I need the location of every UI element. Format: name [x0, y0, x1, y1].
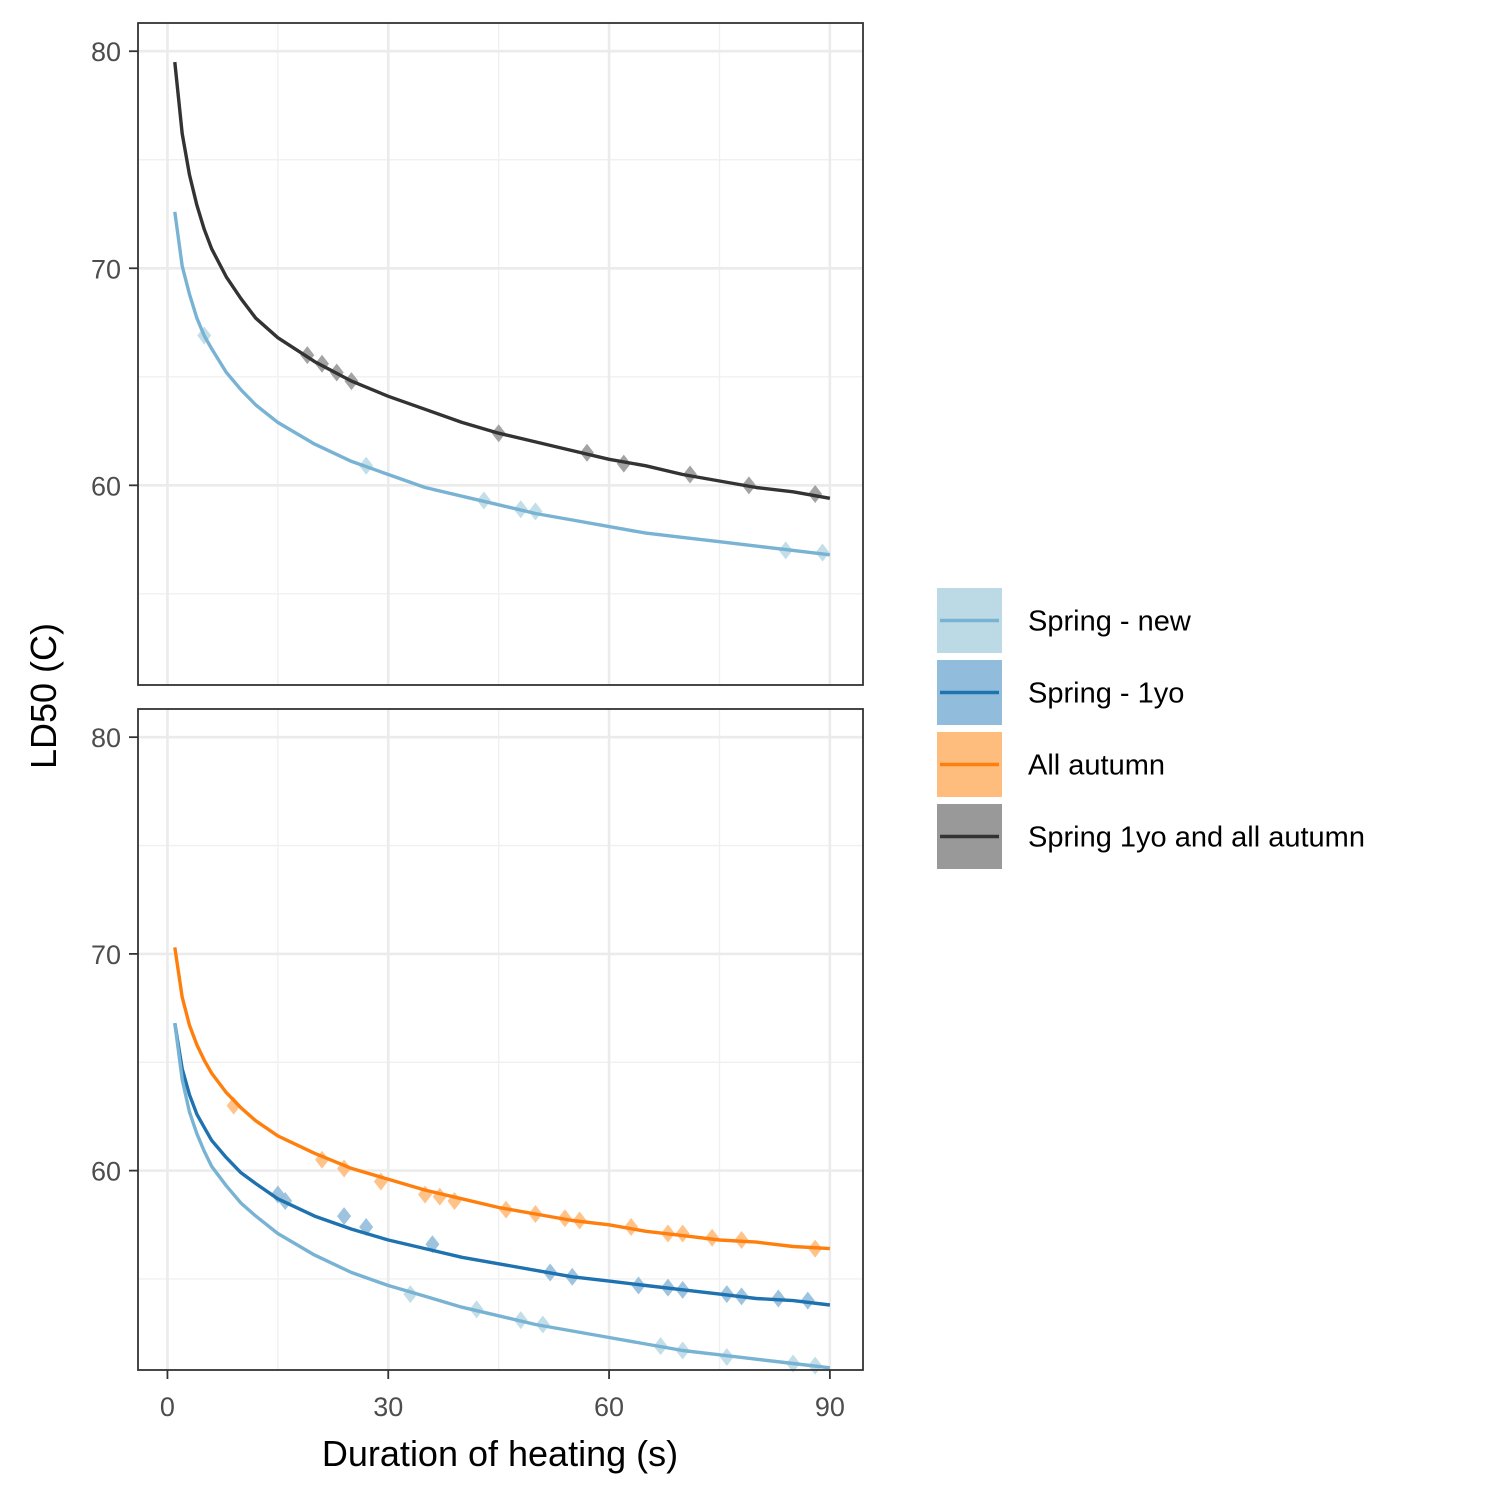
- fit-line-spring_new: [173, 1022, 831, 1370]
- x-axis: 0 30 60 90: [160, 1370, 845, 1422]
- x-tick-label: 90: [815, 1392, 845, 1422]
- panel-2: 60 70 80: [91, 708, 864, 1375]
- series-spring_new: [173, 1022, 831, 1375]
- series-spring_1yo: [173, 1022, 831, 1310]
- fit-line-spring_new: [173, 211, 831, 557]
- data-point-all_autumn: [624, 1217, 639, 1236]
- x-axis-title: Duration of heating (s): [322, 1433, 678, 1474]
- x-tick-label: 0: [160, 1392, 175, 1422]
- series-spring_new: [173, 211, 831, 562]
- y-tick-label: 70: [91, 940, 121, 970]
- data-point-all_autumn: [226, 1096, 241, 1115]
- series-all_autumn: [173, 947, 830, 1258]
- legend-label: Spring - new: [1028, 606, 1192, 638]
- legend-item-combined: Spring 1yo and all autumn: [937, 804, 1365, 869]
- legend-item-all_autumn: All autumn: [937, 732, 1165, 797]
- y-tick-label: 60: [91, 1157, 121, 1187]
- series-combined: [173, 61, 831, 503]
- legend-label: Spring 1yo and all autumn: [1028, 822, 1365, 854]
- panel-border: [137, 708, 864, 1371]
- y-tick-label: 80: [91, 37, 121, 67]
- legend-label: Spring - 1yo: [1028, 678, 1184, 710]
- panel-1: 60 70 80: [91, 22, 864, 686]
- fit-line-all_autumn: [173, 947, 830, 1251]
- y-axis-title: LD50 (C): [23, 623, 64, 769]
- panel-background: [138, 709, 863, 1370]
- data-point-all_autumn: [675, 1224, 690, 1243]
- data-point-spring_1yo: [337, 1207, 352, 1226]
- legend-label: All autumn: [1028, 750, 1165, 782]
- y-tick-label: 70: [91, 254, 121, 284]
- fit-line-combined: [173, 61, 831, 500]
- legend-item-spring_new: Spring - new: [937, 588, 1192, 653]
- panels: 60 70 80 60 70 80: [91, 22, 864, 1375]
- y-tick-label: 60: [91, 471, 121, 501]
- legend-item-spring_1yo: Spring - 1yo: [937, 660, 1184, 725]
- panel-background: [138, 23, 863, 685]
- x-tick-label: 30: [373, 1392, 403, 1422]
- panel-border: [137, 22, 864, 686]
- y-tick-label: 80: [91, 723, 121, 753]
- x-tick-label: 60: [594, 1392, 624, 1422]
- fit-line-spring_1yo: [173, 1022, 831, 1307]
- data-point-spring_new: [528, 502, 543, 521]
- legend: Spring - new Spring - 1yo All autumn Spring…: [937, 588, 1365, 869]
